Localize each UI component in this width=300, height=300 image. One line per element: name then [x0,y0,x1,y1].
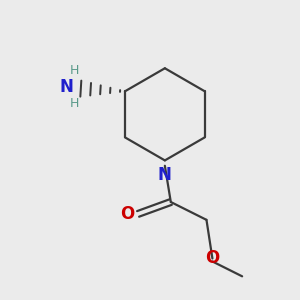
Text: N: N [60,78,74,96]
Text: O: O [120,205,134,223]
Text: O: O [205,250,220,268]
Text: H: H [70,64,79,77]
Text: H: H [70,97,79,110]
Text: N: N [158,166,172,184]
